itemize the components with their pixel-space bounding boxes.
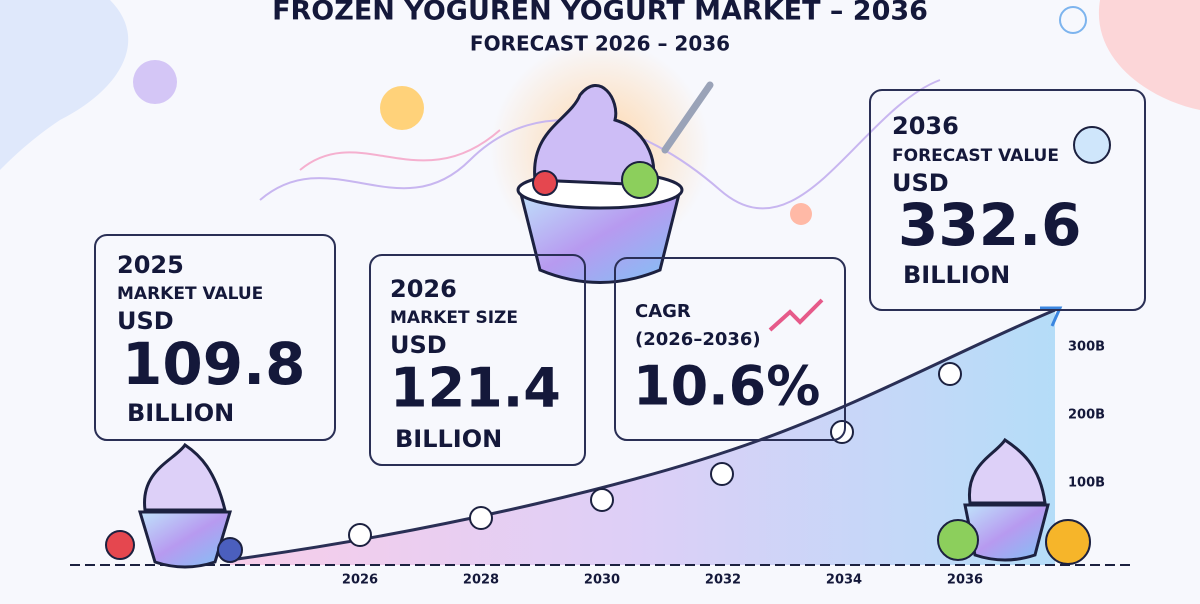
y-label: 300B [1068,340,1105,355]
card-label: CAGR [635,301,691,322]
card-year: 2026 [390,275,457,303]
card: 2036 FORECAST VALUE USD 332.6 BILLION [869,89,1146,311]
title: FROZEN YOGUREN YOGURT MARKET – 2036 [272,0,928,27]
card-unit: BILLION [395,425,502,453]
card: 2026 MARKET SIZE USD 121.4 BILLION [369,254,586,466]
decoration [105,437,1091,569]
card-label: MARKET VALUE [117,284,263,304]
card-year: 2025 [117,251,184,279]
card-value: 332.6 [898,191,1081,259]
x-label: 2032 [705,573,741,588]
card-period: (2026–2036) [635,329,761,350]
x-label: 2030 [584,573,620,588]
card: 2025 MARKET VALUE USD 109.8 BILLION [94,234,336,441]
card-currency: USD [390,331,447,359]
subtitle: FORECAST 2026 – 2036 [470,32,730,56]
x-label: 2034 [826,573,862,588]
card-value: 109.8 [122,330,305,398]
card-currency: USD [117,307,174,335]
frozen-yogurt-illustration [516,81,714,284]
timeline [70,306,1130,566]
y-label: 100B [1068,476,1105,491]
x-label: 2036 [947,573,983,588]
y-label: 200B [1068,408,1105,423]
card-unit: BILLION [903,261,1010,289]
card-currency: USD [892,169,949,197]
card-value: 10.6% [633,355,820,418]
card-value: 121.4 [390,357,561,420]
card: CAGR (2026–2036) 10.6% [614,257,846,441]
card-unit: BILLION [127,399,234,427]
x-label: 2028 [463,573,499,588]
x-label: 2026 [342,573,378,588]
card-year: 2036 [892,112,959,140]
card-label: MARKET SIZE [390,308,518,328]
card-label: FORECAST VALUE [892,146,1059,166]
